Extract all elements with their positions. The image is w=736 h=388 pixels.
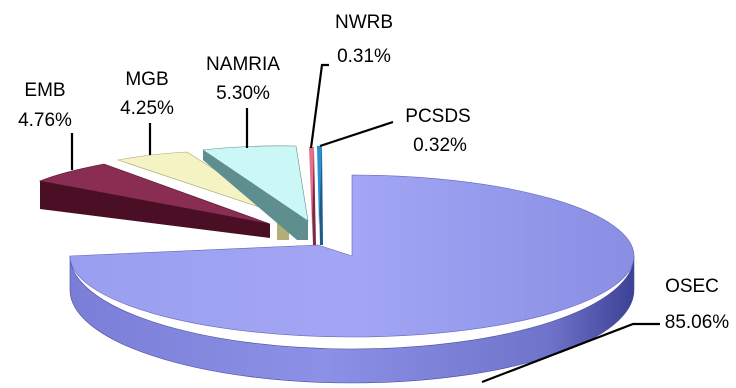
slice-pcsds [317, 146, 323, 245]
slice-nwrb [309, 147, 316, 245]
slice-nwrb-top [309, 147, 314, 225]
leader-line-osec [481, 322, 660, 384]
label-osec-value: 85.06% [665, 312, 730, 333]
label-nwrb-name: NWRB [335, 12, 393, 33]
slice-emb-side [40, 181, 270, 238]
slice-namria [202, 145, 309, 240]
label-namria-name: NAMRIA [206, 54, 280, 75]
slice-mgb-top [116, 151, 290, 218]
label-mgb-value: 4.25% [120, 98, 174, 119]
label-emb-value: 4.76% [18, 110, 72, 131]
slice-osec-top [69, 174, 635, 338]
label-emb-name: EMB [24, 80, 65, 101]
label-mgb-name: MGB [125, 69, 168, 90]
slice-emb [38, 163, 271, 238]
leader-line-nwrb [309, 63, 329, 149]
slice-namria-top [202, 145, 309, 222]
label-osec-name: OSEC [665, 276, 719, 297]
label-namria-value: 5.30% [216, 83, 270, 104]
label-pcsds-name: PCSDS [405, 106, 470, 127]
label-pcsds-value: 0.32% [413, 135, 467, 156]
leader-line-pcsds [319, 120, 394, 148]
slice-osec-side [69, 255, 635, 384]
label-nwrb-value: 0.31% [337, 46, 391, 67]
slice-pcsds-top [317, 146, 322, 226]
slice-namria-side [203, 150, 308, 240]
slice-osec [69, 174, 635, 384]
slice-emb-top [38, 163, 271, 225]
